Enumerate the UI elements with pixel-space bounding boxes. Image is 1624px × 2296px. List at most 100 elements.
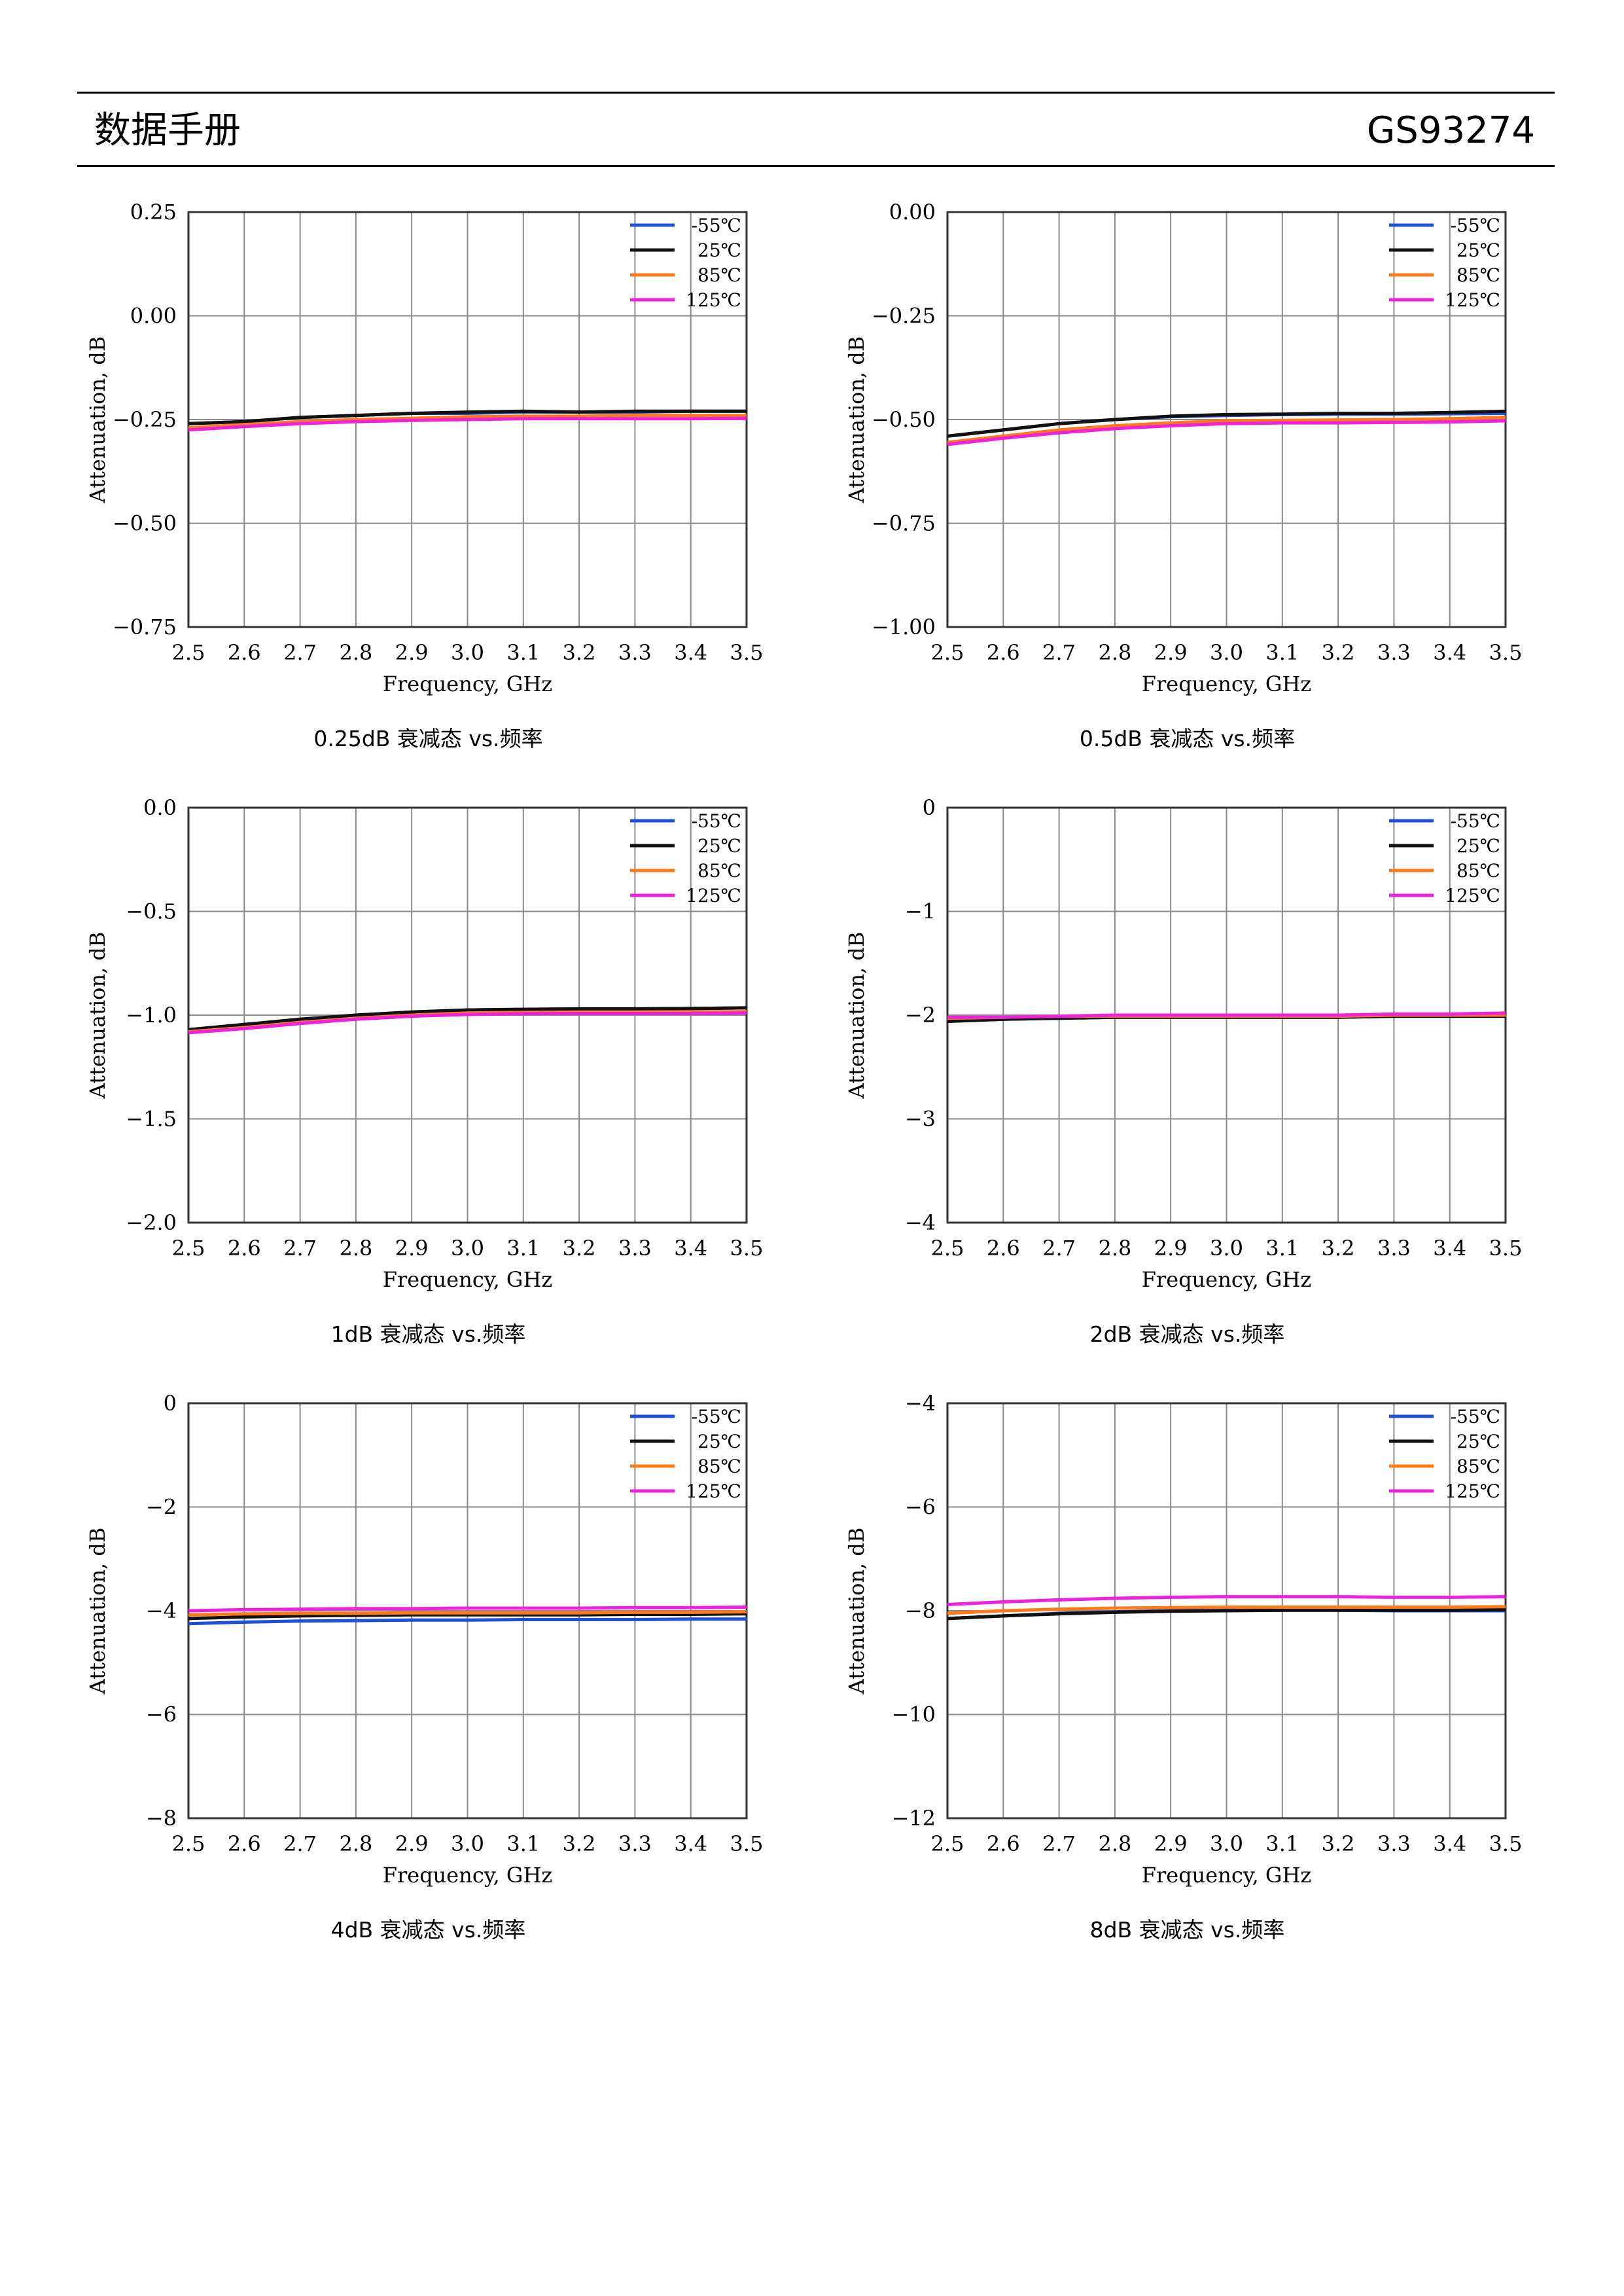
y-tick-label: 0.0 xyxy=(143,795,177,820)
x-tick-label: 3.5 xyxy=(1489,640,1523,665)
x-axis-label: Frequency, GHz xyxy=(383,672,553,696)
x-tick-label: 3.0 xyxy=(451,1831,484,1856)
y-tick-label: −8 xyxy=(905,1598,936,1623)
legend-label: 85℃ xyxy=(697,264,741,286)
chart-1: 0.25 0.00 −0.25 −0.50 −0.752.5 2.6 2.7 2.8 2.9 3.… xyxy=(85,200,763,751)
y-tick-label: −0.25 xyxy=(872,304,936,329)
x-tick-label: 2.8 xyxy=(1098,1831,1131,1856)
chart-caption: 8dB 衰减态 vs.频率 xyxy=(1090,1917,1285,1943)
x-tick-label: 2.7 xyxy=(283,1236,317,1261)
x-tick-label: 3.4 xyxy=(1433,1831,1466,1856)
y-tick-label: 0.00 xyxy=(889,200,936,224)
x-tick-label: 2.5 xyxy=(172,1831,205,1856)
y-tick-label: −10 xyxy=(891,1702,936,1727)
y-tick-label: 0 xyxy=(923,795,936,820)
chart-2: 0.00 −0.25 −0.50 −0.75 −1.002.5 2.6 2.7 2.8 2.9 3… xyxy=(844,200,1522,751)
x-tick-label: 2.9 xyxy=(395,1831,429,1856)
series-line xyxy=(947,416,1506,444)
x-tick-label: 3.4 xyxy=(1433,1236,1466,1261)
x-tick-label: 2.8 xyxy=(1098,640,1131,665)
y-tick-label: 0.00 xyxy=(130,304,177,329)
y-tick-label: −0.75 xyxy=(113,615,177,639)
x-tick-label: 2.6 xyxy=(228,1831,261,1856)
x-tick-label: 2.9 xyxy=(1154,1831,1188,1856)
series-line xyxy=(947,409,1506,438)
y-axis-label: Attenuation, dB xyxy=(844,1528,869,1695)
x-tick-label: 3.5 xyxy=(730,640,764,665)
x-tick-label: 2.8 xyxy=(1098,1236,1131,1261)
y-tick-label: −2.0 xyxy=(126,1210,177,1235)
x-tick-label: 2.8 xyxy=(339,640,372,665)
x-tick-label: 2.7 xyxy=(1042,640,1076,665)
x-tick-label: 2.9 xyxy=(395,1236,429,1261)
plot-frame xyxy=(187,806,748,1224)
x-tick-label: 3.0 xyxy=(451,640,484,665)
x-tick-label: 2.5 xyxy=(931,1236,964,1261)
x-tick-label: 3.1 xyxy=(1265,1831,1299,1856)
x-tick-label: 3.3 xyxy=(618,640,652,665)
x-tick-label: 3.3 xyxy=(618,1236,652,1261)
x-tick-label: 3.0 xyxy=(451,1236,484,1261)
y-tick-label: −3 xyxy=(905,1107,936,1132)
y-axis-label: Attenuation, dB xyxy=(85,336,110,504)
x-axis-label: Frequency, GHz xyxy=(383,1863,553,1888)
legend-label: 125℃ xyxy=(686,1480,741,1502)
y-tick-label: −1 xyxy=(905,899,936,924)
chart-3: 0.0 −0.5 −1.0 −1.5 −2.02.5 2.6 2.7 2.8 2.9 3.0 3.1… xyxy=(85,795,763,1347)
x-tick-label: 2.7 xyxy=(1042,1831,1076,1856)
chart-caption: 0.25dB 衰减态 vs.频率 xyxy=(313,726,542,751)
x-tick-label: 3.2 xyxy=(1322,1831,1355,1856)
x-tick-label: 2.5 xyxy=(172,1236,205,1261)
document-title: 数据手册 xyxy=(94,109,241,152)
x-tick-label: 2.6 xyxy=(987,640,1020,665)
x-axis-label: Frequency, GHz xyxy=(1142,672,1312,696)
x-tick-label: 3.2 xyxy=(563,640,596,665)
legend-label: -55℃ xyxy=(692,810,741,832)
x-tick-label: 3.1 xyxy=(506,1236,540,1261)
legend-label: 125℃ xyxy=(686,885,741,906)
legend-label: 25℃ xyxy=(697,1431,741,1452)
y-tick-label: −1.0 xyxy=(126,1003,177,1028)
x-tick-label: 3.5 xyxy=(730,1236,764,1261)
y-tick-label: −0.75 xyxy=(872,511,936,536)
legend-label: 125℃ xyxy=(1445,885,1500,906)
legend-label: -55℃ xyxy=(1451,215,1500,236)
x-tick-label: 2.9 xyxy=(1154,640,1188,665)
x-tick-label: 3.1 xyxy=(506,1831,540,1856)
x-tick-label: 2.6 xyxy=(228,640,261,665)
x-tick-label: 3.2 xyxy=(1322,1236,1355,1261)
x-tick-label: 3.3 xyxy=(618,1831,652,1856)
series-line xyxy=(188,416,747,432)
x-tick-label: 2.8 xyxy=(339,1831,372,1856)
x-tick-label: 2.6 xyxy=(228,1236,261,1261)
x-tick-label: 3.0 xyxy=(1210,1831,1243,1856)
legend-label: 25℃ xyxy=(1456,240,1500,261)
header-rule-bottom xyxy=(77,165,1555,167)
x-axis-label: Frequency, GHz xyxy=(1142,1863,1312,1888)
header-rule-top xyxy=(77,92,1555,94)
x-tick-label: 2.9 xyxy=(1154,1236,1188,1261)
x-tick-label: 2.5 xyxy=(931,640,964,665)
y-tick-label: −6 xyxy=(905,1495,936,1520)
series-line xyxy=(188,1011,747,1035)
legend-label: 85℃ xyxy=(1456,860,1500,882)
chart-caption: 4dB 衰减态 vs.频率 xyxy=(331,1917,526,1943)
x-tick-label: 2.6 xyxy=(987,1236,1020,1261)
y-tick-label: −1.5 xyxy=(126,1107,177,1132)
legend-label: -55℃ xyxy=(692,215,741,236)
chart-5: 0 −2 −4 −6 −82.5 2.6 2.7 2.8 2.9 3.0 3.1 3.2 3.3 3.4 3… xyxy=(85,1391,763,1943)
x-tick-label: 3.4 xyxy=(674,1236,707,1261)
x-axis-label: Frequency, GHz xyxy=(1142,1267,1312,1292)
series-line xyxy=(188,1612,747,1621)
part-number: GS93274 xyxy=(1366,109,1535,152)
y-tick-label: −0.50 xyxy=(113,511,177,536)
y-tick-label: −6 xyxy=(146,1702,177,1727)
legend-label: 25℃ xyxy=(1456,835,1500,857)
y-tick-label: −2 xyxy=(146,1495,177,1520)
y-tick-label: −8 xyxy=(146,1806,177,1831)
legend-label: 85℃ xyxy=(1456,264,1500,286)
legend-label: -55℃ xyxy=(1451,1406,1500,1427)
x-tick-label: 3.5 xyxy=(1489,1236,1523,1261)
x-tick-label: 3.1 xyxy=(1265,1236,1299,1261)
